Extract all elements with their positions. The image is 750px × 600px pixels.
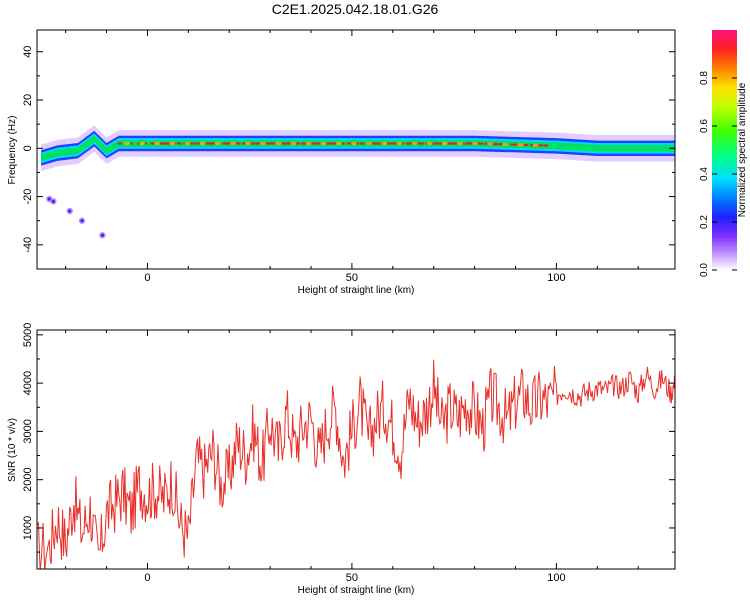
- snr-panel: 0 50 100 1000 2000 3000 4000 5000 Height of st…: [7, 323, 676, 596]
- x-tick-label: 50: [346, 272, 358, 284]
- scatter-point-core: [47, 197, 51, 201]
- snr-x-axis: 0 50 100: [65, 330, 639, 584]
- spectrogram-frame: [36, 29, 676, 270]
- x-tick-label: 50: [346, 572, 358, 584]
- x-tick-label: 100: [547, 272, 565, 284]
- ridge-fleck: [366, 141, 373, 146]
- snr-x-label: Height of straight line (km): [298, 585, 415, 596]
- ridge-fleck: [502, 142, 509, 146]
- x-tick-label: 0: [144, 572, 150, 584]
- colorbar-tick-label: 0.4: [699, 167, 710, 181]
- snr-frame: [36, 329, 676, 570]
- ridge-fleck: [199, 141, 206, 146]
- ridge-fleck: [154, 141, 161, 146]
- ridge-fleck: [260, 141, 267, 146]
- ridge-fleck: [350, 141, 357, 146]
- y-tick-label: -40: [22, 237, 34, 253]
- colorbar-tick-label: 0.0: [699, 263, 710, 277]
- snr-y-axis: 1000 2000 3000 4000 5000: [22, 323, 675, 553]
- y-tick-label: 4000: [22, 371, 34, 395]
- colorbar-tick-label: 0.6: [699, 119, 710, 133]
- colorbar-gradient: [712, 30, 737, 270]
- ridge-fleck: [320, 141, 327, 146]
- colorbar-label: Normalized spectral amplitude: [737, 82, 748, 217]
- ridge-fleck: [245, 141, 252, 146]
- y-tick-label: 5000: [22, 323, 34, 347]
- y-tick-label: -20: [22, 189, 34, 205]
- ridge-fleck: [123, 141, 130, 146]
- colorbar-tick-label: 0.2: [699, 215, 710, 229]
- scatter-point-core: [80, 219, 84, 223]
- scatter-point-core: [68, 209, 72, 213]
- y-tick-label: 1000: [22, 516, 34, 540]
- scatter-point-core: [100, 233, 105, 237]
- ridge-fleck: [305, 141, 312, 146]
- ridge-fleck: [214, 141, 221, 146]
- ridge-fleck: [396, 141, 403, 146]
- ridge-fleck: [184, 141, 191, 146]
- ridge-fleck: [229, 141, 236, 146]
- y-tick-label: 2000: [22, 467, 34, 491]
- ridge-fleck: [290, 141, 297, 146]
- ridge-core: [117, 141, 549, 147]
- colorbar: 0.0 0.2 0.4 0.6 0.8 Normalized spectral ampl…: [699, 30, 748, 277]
- spectral-scatter-points: [46, 195, 106, 239]
- y-tick-label: 40: [22, 46, 34, 58]
- ridge-fleck: [441, 141, 448, 146]
- spectrogram-y-label: Frequency (Hz): [7, 116, 18, 185]
- ridge-mid-band: [41, 135, 675, 162]
- x-tick-label: 100: [547, 572, 565, 584]
- scatter-point-core: [51, 199, 55, 204]
- ridge-fleck: [381, 141, 388, 146]
- spectrogram-x-label: Height of straight line (km): [298, 285, 415, 296]
- ridge-fleck: [169, 141, 176, 146]
- spectrogram-y-axis: -40 -20 0 20 40: [22, 46, 675, 270]
- spectral-ridge: [41, 125, 675, 172]
- colorbar-ticks: 0.0 0.2 0.4 0.6 0.8: [699, 71, 737, 277]
- y-tick-label: 3000: [22, 419, 34, 443]
- snr-y-label: SNR (10 * v/v): [7, 418, 18, 482]
- y-tick-label: 20: [22, 94, 34, 106]
- ridge-fleck: [472, 141, 479, 146]
- spectrogram-panel: 0 50 100 -40 -20 0 20 40 Height of straight li…: [7, 29, 676, 296]
- colorbar-tick-label: 0.8: [699, 71, 710, 85]
- spectrogram-x-axis: 0 50 100: [65, 30, 639, 284]
- ridge-fleck: [517, 143, 524, 147]
- snr-series-line: [37, 359, 675, 569]
- chart-title: C2E1.2025.042.18.01.G26: [272, 1, 439, 17]
- ridge-fleck: [411, 141, 418, 146]
- ridge-fleck: [426, 141, 433, 146]
- ridge-fleck: [139, 141, 146, 146]
- ridge-fleck: [275, 141, 282, 146]
- ridge-fleck: [456, 141, 463, 146]
- x-tick-label: 0: [144, 272, 150, 284]
- ridge-fleck: [487, 142, 494, 146]
- ridge-fleck: [532, 143, 539, 147]
- y-tick-label: 0: [22, 145, 34, 151]
- ridge-fleck: [335, 141, 342, 146]
